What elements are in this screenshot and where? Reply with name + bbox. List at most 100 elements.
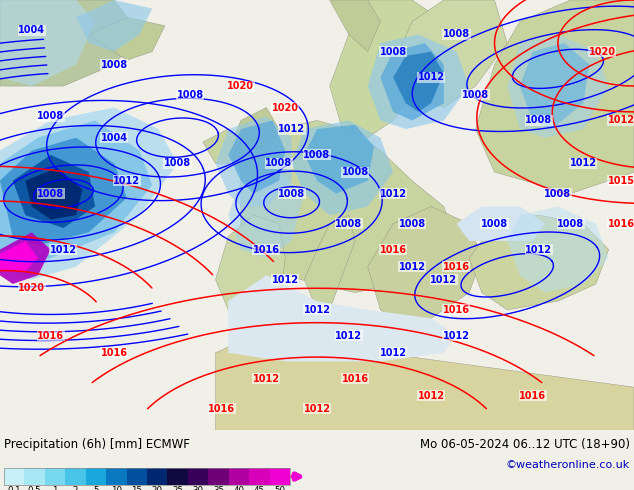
Text: 1020: 1020: [228, 81, 254, 91]
Text: 1012: 1012: [380, 189, 406, 198]
Polygon shape: [0, 241, 38, 271]
Polygon shape: [0, 232, 51, 284]
Polygon shape: [0, 108, 178, 280]
Text: 1012: 1012: [380, 348, 406, 358]
Text: 2: 2: [73, 486, 78, 490]
Bar: [106, 468, 127, 485]
Text: 1012: 1012: [570, 158, 597, 169]
Polygon shape: [228, 172, 304, 258]
Text: 1012: 1012: [526, 245, 552, 254]
Polygon shape: [228, 121, 285, 194]
Bar: [86, 468, 106, 485]
Polygon shape: [380, 43, 444, 121]
Polygon shape: [507, 34, 609, 138]
Polygon shape: [456, 206, 545, 241]
Text: 1012: 1012: [272, 274, 299, 285]
Bar: [147, 468, 167, 485]
Text: 35: 35: [213, 486, 224, 490]
Text: 40: 40: [233, 486, 245, 490]
Polygon shape: [76, 0, 152, 51]
Text: 45: 45: [254, 486, 265, 490]
Text: 1008: 1008: [526, 116, 552, 125]
Bar: [229, 468, 249, 485]
Text: 1012: 1012: [399, 262, 425, 272]
Text: 1008: 1008: [266, 158, 292, 169]
Text: 1012: 1012: [418, 391, 444, 401]
Bar: [4, 468, 290, 485]
Polygon shape: [330, 0, 380, 51]
Text: 1008: 1008: [462, 90, 489, 99]
Text: 1012: 1012: [113, 176, 140, 186]
Bar: [127, 468, 147, 485]
Text: 1016: 1016: [380, 245, 406, 254]
Text: 0.5: 0.5: [28, 486, 41, 490]
Polygon shape: [228, 108, 279, 181]
Text: 1012: 1012: [430, 274, 457, 285]
Text: 1008: 1008: [101, 59, 127, 70]
Text: 1012: 1012: [418, 73, 444, 82]
Polygon shape: [0, 0, 95, 86]
Text: 1: 1: [53, 486, 58, 490]
Text: 1008: 1008: [278, 189, 305, 198]
Text: 15: 15: [131, 486, 142, 490]
Text: 1016: 1016: [101, 348, 127, 358]
Polygon shape: [507, 206, 609, 293]
Text: 1008: 1008: [443, 29, 470, 39]
Text: 1008: 1008: [335, 219, 362, 229]
Bar: [65, 468, 86, 485]
Text: 25: 25: [172, 486, 183, 490]
Bar: [209, 468, 229, 485]
Polygon shape: [368, 34, 469, 129]
Bar: [45, 468, 65, 485]
Polygon shape: [216, 336, 634, 430]
Polygon shape: [393, 0, 507, 108]
Polygon shape: [89, 17, 165, 60]
Text: 10: 10: [111, 486, 122, 490]
Polygon shape: [0, 138, 127, 245]
Text: 1016: 1016: [342, 373, 368, 384]
Polygon shape: [216, 116, 292, 206]
Text: 1016: 1016: [443, 262, 470, 272]
Polygon shape: [216, 215, 285, 318]
Text: 0.1: 0.1: [8, 486, 21, 490]
Bar: [4, 468, 25, 485]
Text: 1008: 1008: [481, 219, 508, 229]
Text: 1016: 1016: [443, 305, 470, 315]
Text: 1008: 1008: [37, 111, 64, 121]
Text: 1012: 1012: [50, 245, 77, 254]
Polygon shape: [304, 125, 374, 194]
Polygon shape: [241, 121, 456, 293]
Text: 1020: 1020: [18, 283, 45, 293]
Text: 1015: 1015: [608, 176, 634, 186]
Text: 1008: 1008: [342, 167, 368, 177]
Text: 1016: 1016: [608, 219, 634, 229]
Bar: [249, 468, 269, 485]
Text: 1008: 1008: [557, 219, 584, 229]
Text: 1008: 1008: [37, 189, 64, 198]
Polygon shape: [0, 0, 139, 86]
Bar: [167, 468, 188, 485]
Text: 1008: 1008: [399, 219, 425, 229]
Text: 1004: 1004: [101, 133, 127, 143]
Text: 1020: 1020: [272, 102, 299, 113]
Text: 1008: 1008: [177, 90, 204, 99]
Polygon shape: [203, 129, 241, 164]
Text: 1016: 1016: [37, 331, 64, 341]
Bar: [188, 468, 209, 485]
Text: 1016: 1016: [209, 404, 235, 414]
Polygon shape: [469, 215, 609, 310]
Polygon shape: [476, 0, 634, 194]
Text: 1012: 1012: [304, 305, 330, 315]
Polygon shape: [304, 215, 355, 310]
Text: Mo 06-05-2024 06..12 UTC (18+90): Mo 06-05-2024 06..12 UTC (18+90): [420, 438, 630, 451]
Text: 1012: 1012: [443, 331, 470, 341]
Text: ©weatheronline.co.uk: ©weatheronline.co.uk: [506, 460, 630, 470]
Polygon shape: [520, 43, 590, 129]
Polygon shape: [368, 206, 482, 318]
Polygon shape: [330, 0, 444, 138]
Text: 1008: 1008: [164, 158, 191, 169]
Text: 1012: 1012: [335, 331, 362, 341]
Text: 1016: 1016: [253, 245, 280, 254]
Polygon shape: [0, 121, 152, 267]
Text: 1016: 1016: [519, 391, 546, 401]
